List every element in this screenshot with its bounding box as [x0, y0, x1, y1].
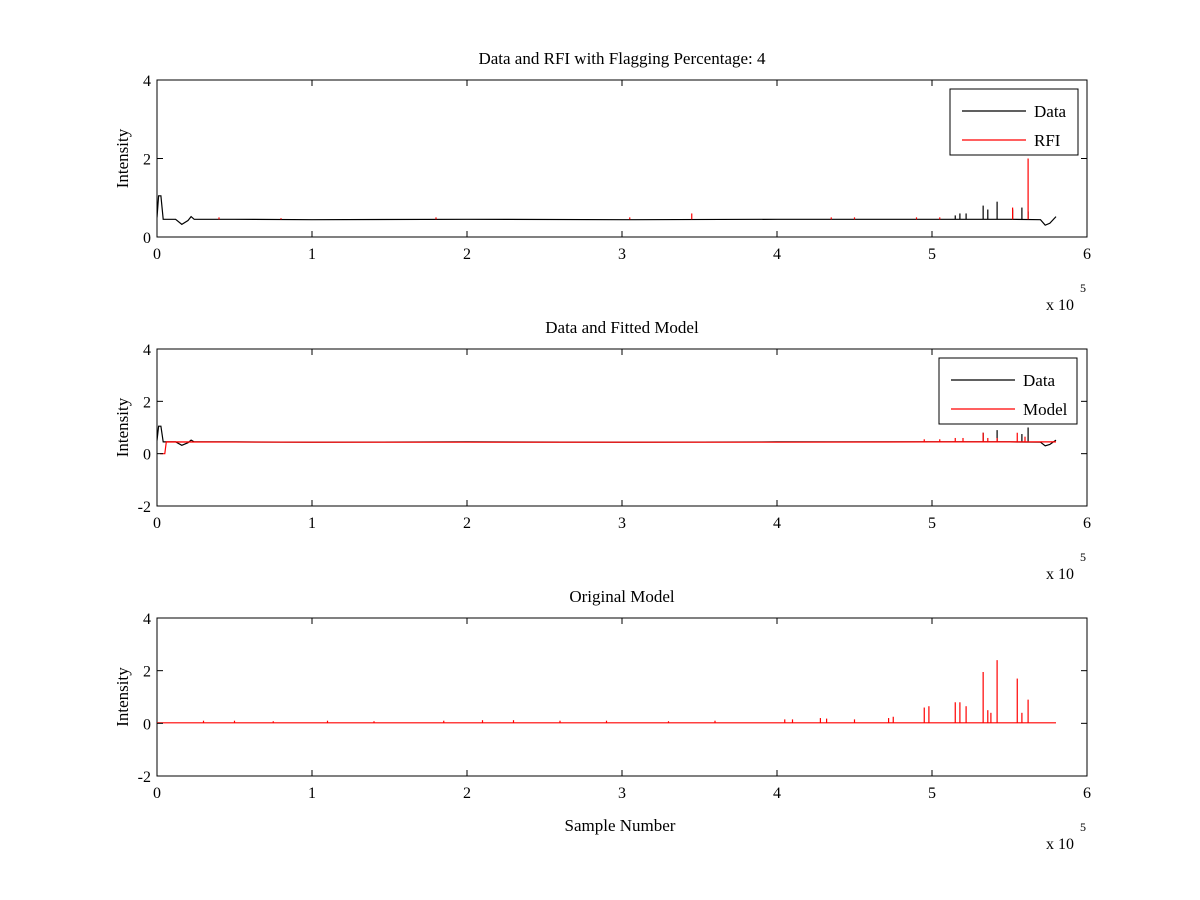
- y-axis-label: Intensity: [113, 667, 132, 727]
- y-axis-label: Intensity: [113, 128, 132, 188]
- x-tick-label: 2: [463, 246, 471, 263]
- data-series-line: [157, 195, 1057, 226]
- x-axis-multiplier-exponent: 5: [1080, 820, 1086, 834]
- x-tick-label: 2: [463, 515, 471, 532]
- chart-title: Data and RFI with Flagging Percentage: 4: [478, 49, 766, 68]
- x-axis-multiplier-exponent: 5: [1080, 281, 1086, 295]
- x-tick-label: 3: [618, 785, 626, 802]
- y-tick-label: 2: [143, 152, 151, 169]
- series-group: [157, 660, 1056, 724]
- chart-title: Original Model: [569, 587, 675, 606]
- y-tick-label: 4: [143, 342, 151, 359]
- x-tick-label: 1: [308, 246, 316, 263]
- x-axis-multiplier: x 10: [1046, 836, 1074, 853]
- x-axis-multiplier: x 10: [1046, 297, 1074, 314]
- legend-label-data: Data: [1034, 102, 1067, 121]
- x-axis-multiplier-exponent: 5: [1080, 550, 1086, 564]
- x-tick-label: 1: [308, 785, 316, 802]
- x-tick-label: 0: [153, 515, 161, 532]
- legend-label-data: Data: [1023, 371, 1056, 390]
- y-tick-label: 0: [143, 447, 151, 464]
- legend: Data RFI: [949, 88, 1079, 156]
- legend-box: [938, 357, 1078, 425]
- y-tick-label: -2: [138, 499, 151, 516]
- x-tick-label: 5: [928, 246, 936, 263]
- y-tick-label: 0: [143, 716, 151, 733]
- subplot-1: 0 1 2 3 4 5 6 0 2 4 x 10 5 Data and RFI with Flaggin…: [113, 49, 1091, 314]
- y-tick-label: -2: [138, 769, 151, 786]
- x-tick-label: 5: [928, 515, 936, 532]
- x-tick-label: 1: [308, 515, 316, 532]
- x-tick-label: 4: [773, 785, 781, 802]
- y-tick-label: 4: [143, 73, 151, 90]
- y-tick-label: 2: [143, 664, 151, 681]
- y-tick-label: 4: [143, 611, 151, 628]
- legend: Data Model: [938, 357, 1078, 425]
- x-tick-label: 2: [463, 785, 471, 802]
- x-tick-label: 0: [153, 246, 161, 263]
- y-axis-label: Intensity: [113, 397, 132, 457]
- x-tick-label: 3: [618, 246, 626, 263]
- x-tick-label: 4: [773, 246, 781, 263]
- chart-title: Data and Fitted Model: [545, 318, 699, 337]
- x-axis-label: Sample Number: [565, 816, 676, 835]
- legend-box: [949, 88, 1079, 156]
- legend-label-rfi: RFI: [1034, 131, 1061, 150]
- subplots: 0 1 2 3 4 5 6 0 2 4 x 10 5 Data and RFI with Flaggin…: [113, 49, 1091, 853]
- series-group: [157, 158, 1057, 226]
- x-tick-label: 5: [928, 785, 936, 802]
- model-series-line: [160, 441, 1056, 455]
- x-tick-label: 4: [773, 515, 781, 532]
- x-axis-multiplier: x 10: [1046, 566, 1074, 583]
- x-tick-label: 6: [1083, 246, 1091, 263]
- x-tick-label: 0: [153, 785, 161, 802]
- x-tick-label: 6: [1083, 785, 1091, 802]
- y-tick-label: 0: [143, 230, 151, 247]
- x-tick-label: 6: [1083, 515, 1091, 532]
- legend-label-model: Model: [1023, 400, 1068, 419]
- x-tick-label: 3: [618, 515, 626, 532]
- series-group: [157, 425, 1057, 455]
- y-tick-label: 2: [143, 394, 151, 411]
